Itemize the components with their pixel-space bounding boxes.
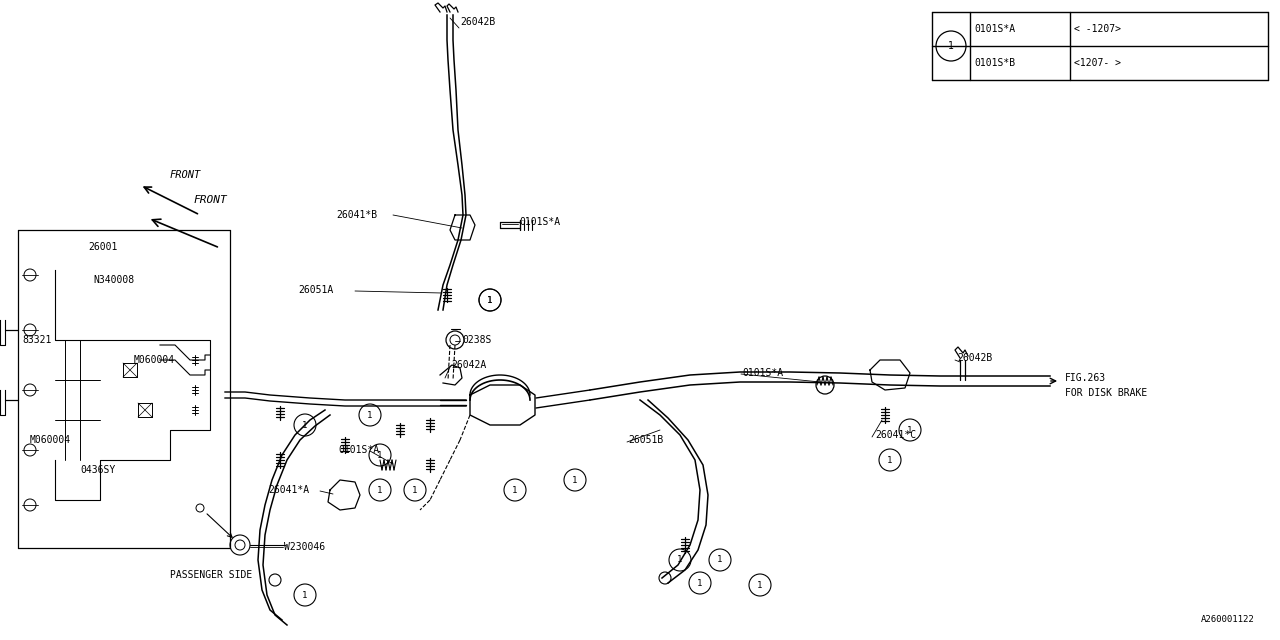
Text: 1: 1 [302,591,307,600]
Text: 26041*A: 26041*A [268,485,310,495]
Text: 0436SY: 0436SY [79,465,115,475]
Text: N340008: N340008 [93,275,134,285]
Text: 1: 1 [908,426,913,435]
Text: 26001: 26001 [88,242,118,252]
Text: 0101S*A: 0101S*A [518,217,561,227]
Text: 0101S*A: 0101S*A [742,368,783,378]
Text: 83321: 83321 [22,335,51,345]
Text: 1: 1 [948,41,954,51]
Text: 1: 1 [887,456,892,465]
Text: FIG.263: FIG.263 [1065,373,1106,383]
Text: 1: 1 [378,486,383,495]
Text: FRONT: FRONT [193,195,227,205]
Text: 1: 1 [302,420,307,429]
Text: 1: 1 [412,486,417,495]
Text: 1: 1 [758,580,763,589]
Text: 1: 1 [677,556,682,564]
Text: A260001122: A260001122 [1201,616,1254,625]
Text: < -1207>: < -1207> [1074,24,1121,34]
Text: W230046: W230046 [284,542,325,552]
Text: 26042B: 26042B [460,17,495,27]
Text: 1: 1 [488,296,493,305]
Text: 0238S: 0238S [462,335,492,345]
Text: 1: 1 [698,579,703,588]
Text: 1: 1 [717,556,723,564]
Text: 26041*C: 26041*C [876,430,916,440]
Text: 26042A: 26042A [451,360,486,370]
Text: 0101S*A: 0101S*A [974,24,1015,34]
Text: <1207- >: <1207- > [1074,58,1121,68]
Text: 26042B: 26042B [957,353,992,363]
Text: 1: 1 [378,451,383,460]
Text: M060004: M060004 [134,355,175,365]
Text: M060004: M060004 [29,435,72,445]
Text: FOR DISK BRAKE: FOR DISK BRAKE [1065,388,1147,398]
Text: 26051B: 26051B [628,435,663,445]
Text: 26041*B: 26041*B [335,210,378,220]
Text: 0101S*A: 0101S*A [338,445,379,455]
Text: 1: 1 [488,296,493,305]
Text: 1: 1 [572,476,577,484]
Text: 1: 1 [512,486,517,495]
Text: PASSENGER SIDE: PASSENGER SIDE [170,570,252,580]
Text: 0101S*B: 0101S*B [974,58,1015,68]
Text: 26051A: 26051A [298,285,333,295]
Text: 1: 1 [367,410,372,419]
Text: FRONT: FRONT [169,170,201,180]
